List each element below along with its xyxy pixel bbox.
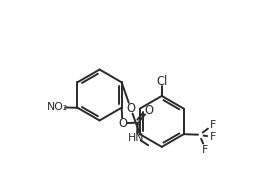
Text: Cl: Cl <box>156 75 167 88</box>
Text: O: O <box>144 104 153 117</box>
Text: HN: HN <box>128 133 145 143</box>
Text: F: F <box>202 145 208 155</box>
Text: O: O <box>118 117 127 130</box>
Text: O: O <box>126 102 135 115</box>
Text: F: F <box>210 120 216 131</box>
Text: F: F <box>210 132 216 142</box>
Text: NO₂: NO₂ <box>46 102 68 112</box>
